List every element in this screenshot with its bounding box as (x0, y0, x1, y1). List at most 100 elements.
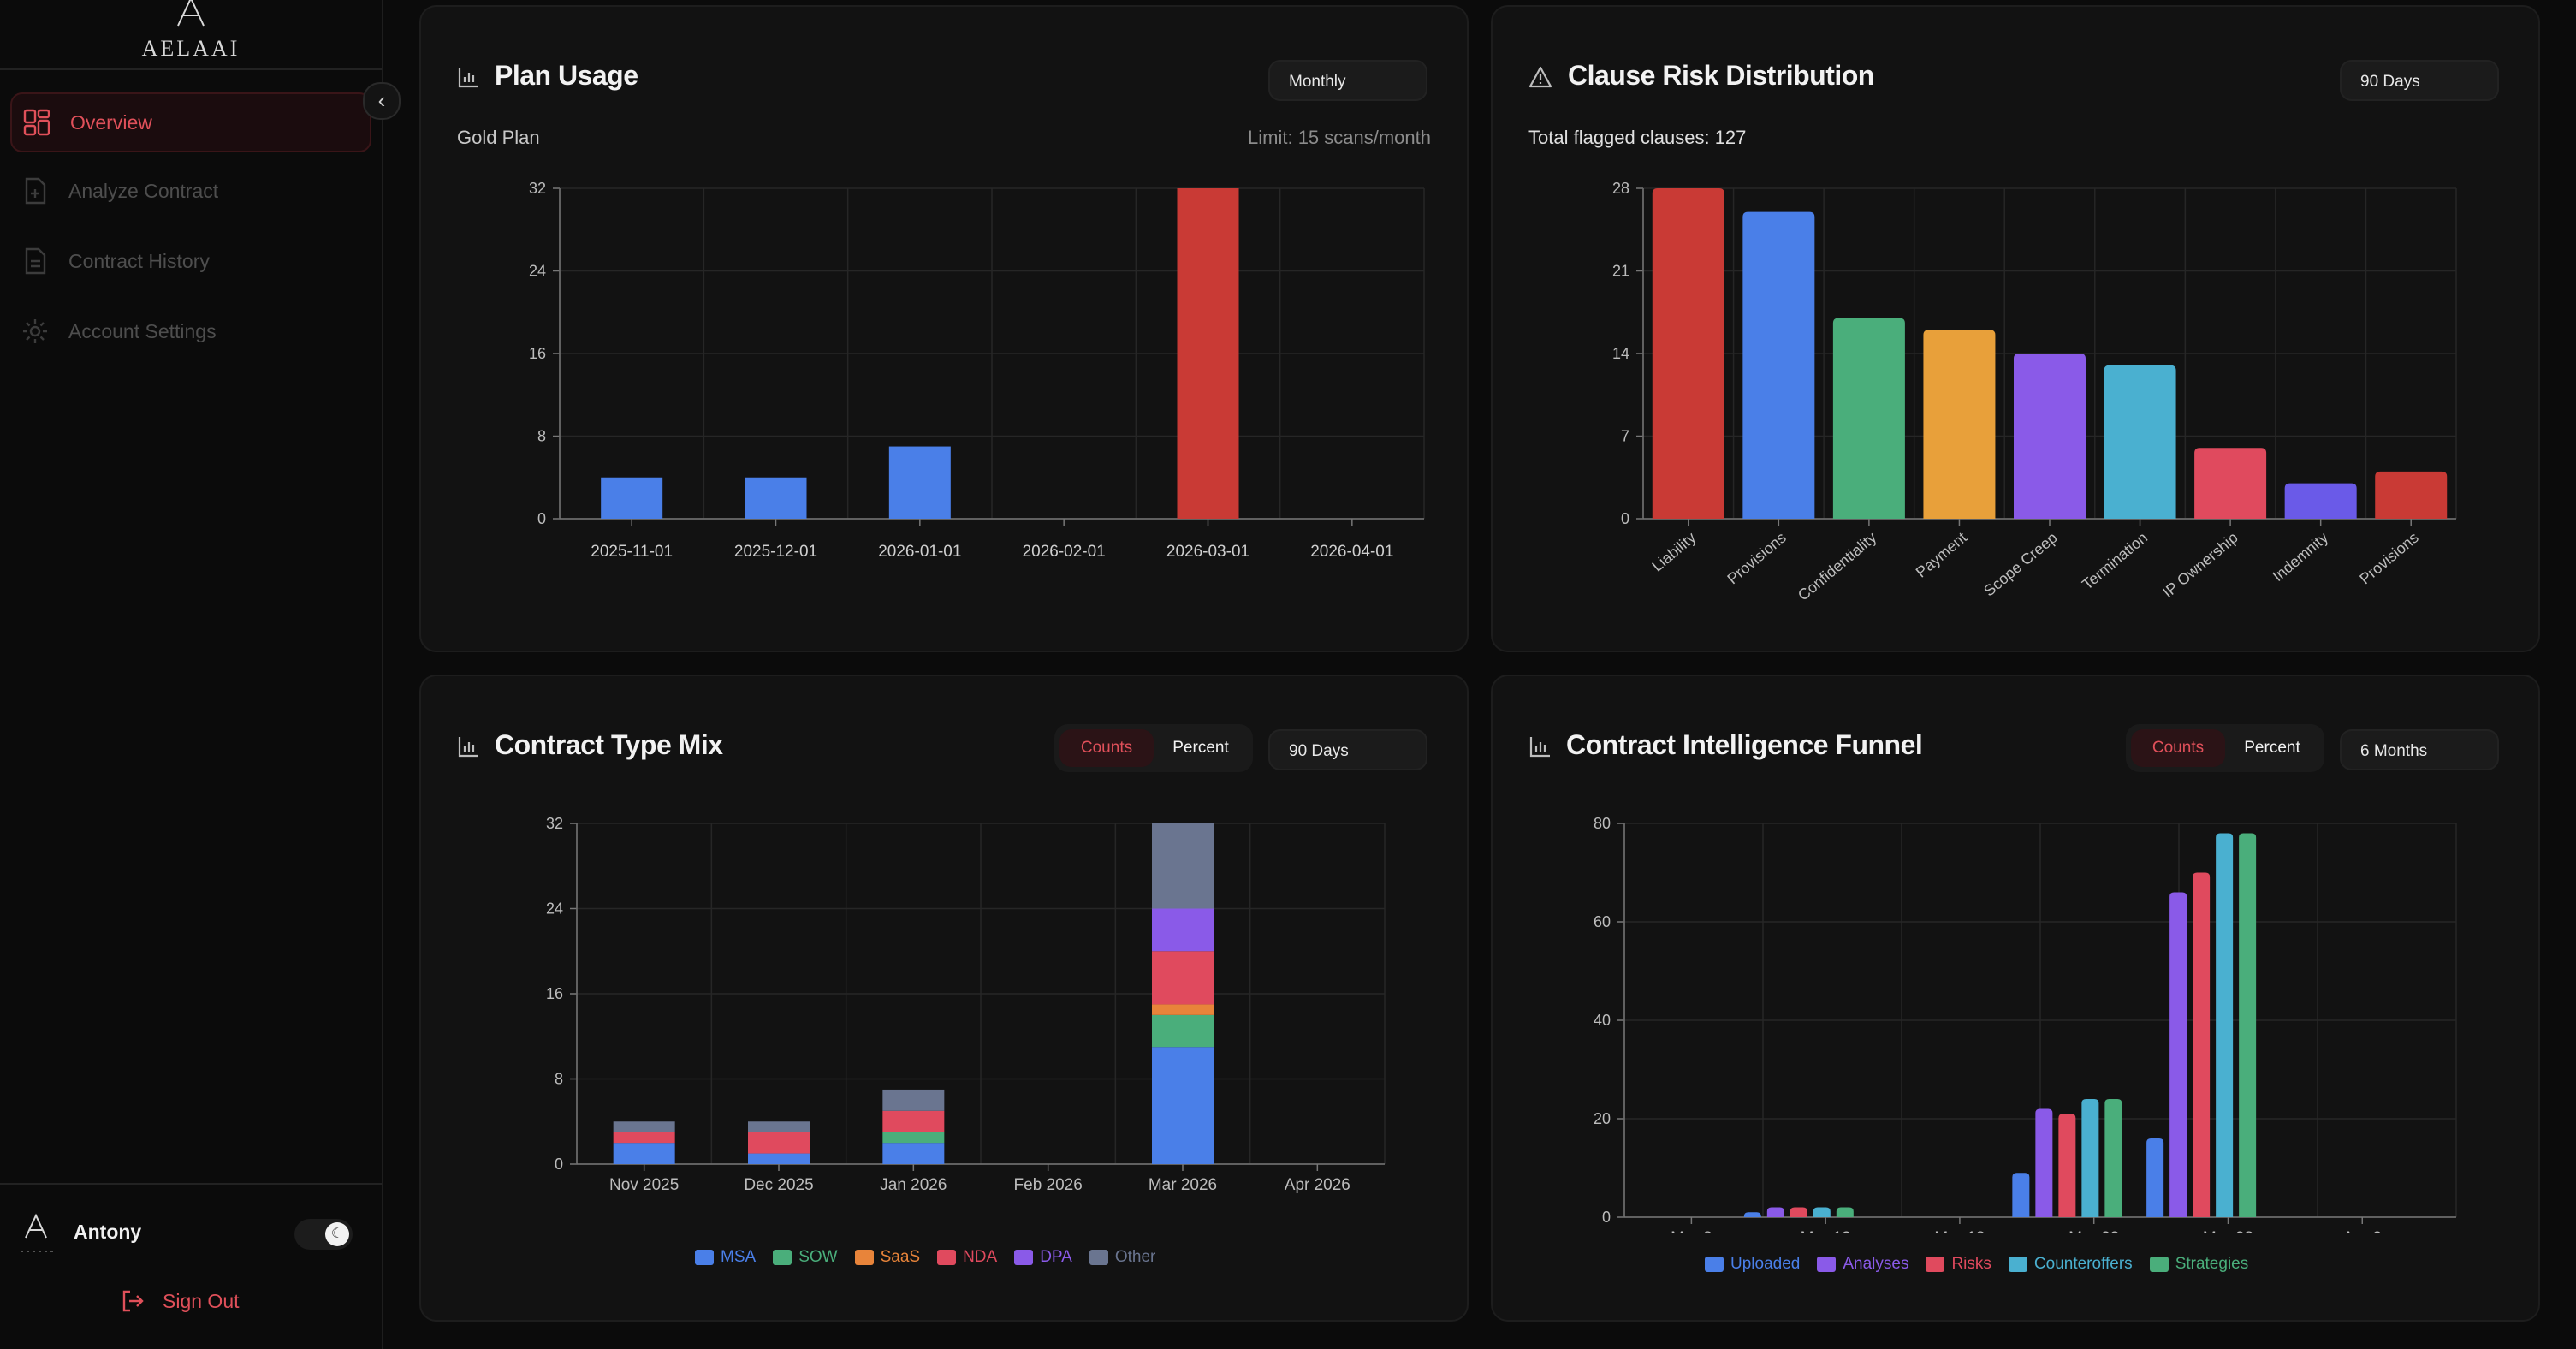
bar-segment (1152, 908, 1214, 952)
y-tick-label: 28 (1612, 180, 1629, 197)
clause-risk-card: Clause Risk Distribution 90 Days Total f… (1491, 5, 2540, 652)
sidebar-item-label: Overview (70, 110, 152, 134)
legend-label: MSA (721, 1248, 757, 1266)
y-tick-label: 21 (1612, 263, 1629, 280)
legend-item[interactable]: SaaS (854, 1248, 921, 1267)
dashboard-icon (23, 109, 50, 136)
bar (2193, 872, 2211, 1217)
legend-swatch (937, 1250, 957, 1265)
legend-item[interactable]: SOW (773, 1248, 838, 1267)
y-tick-label: 0 (555, 1156, 563, 1173)
x-tick-label: 2026-01-01 (878, 543, 961, 561)
warning-icon (1528, 66, 1552, 88)
card-title: Contract Intelligence Funnel (1566, 729, 1923, 760)
bar (601, 477, 663, 519)
sidebar-item-label: Contract History (68, 249, 210, 272)
logo-mark-icon (177, 0, 205, 27)
y-tick-label: 20 (1594, 1110, 1611, 1127)
legend-swatch (2149, 1257, 2169, 1272)
legend-swatch (1705, 1257, 1724, 1272)
period-dropdown[interactable]: 90 Days (2340, 60, 2499, 101)
percent-button[interactable]: Percent (1172, 739, 1229, 757)
period-dropdown[interactable]: 90 Days (1268, 729, 1427, 770)
x-tick-label: 2026-03-01 (1166, 543, 1249, 561)
theme-toggle[interactable]: ☾ (294, 1219, 353, 1250)
counts-button[interactable]: Counts (2131, 729, 2225, 767)
sign-out-icon (122, 1290, 144, 1312)
legend-item[interactable]: NDA (937, 1248, 997, 1267)
legend-item[interactable]: DPA (1014, 1248, 1072, 1267)
bar (1923, 330, 1996, 519)
legend-label: SaaS (880, 1248, 921, 1266)
period-dropdown[interactable]: 6 Months (2340, 729, 2499, 770)
bar (2284, 483, 2357, 519)
bar (2194, 448, 2267, 519)
period-dropdown[interactable]: Monthly (1268, 60, 1427, 101)
sidebar: AELAAI Overview Analyze Contract Contrac… (0, 0, 383, 1349)
bar-segment (882, 1143, 945, 1164)
sign-out-label: Sign Out (163, 1289, 240, 1312)
period-value: 90 Days (2360, 73, 2420, 91)
sidebar-item-label: Account Settings (68, 319, 217, 342)
sidebar-item-account-settings[interactable]: Account Settings (10, 303, 368, 360)
intelligence-funnel-card: Contract Intelligence Funnel Counts Perc… (1491, 674, 2540, 1322)
bar (1832, 318, 1905, 519)
bar-chart-icon (458, 68, 478, 88)
x-tick-label: Feb 2026 (1014, 1176, 1083, 1194)
x-tick-label: Payment (1913, 529, 1970, 581)
bar (2058, 1114, 2076, 1217)
legend-item[interactable]: Analyses (1817, 1255, 1908, 1274)
legend-item[interactable]: Uploaded (1705, 1255, 1800, 1274)
bar (2104, 365, 2176, 519)
legend-item[interactable]: Counteroffers (2008, 1255, 2133, 1274)
bar (1836, 1207, 1854, 1217)
legend-swatch (1014, 1250, 1034, 1265)
logo[interactable]: AELAAI (0, 0, 382, 70)
divider (0, 1183, 382, 1185)
legend-swatch (695, 1250, 714, 1265)
y-tick-label: 32 (529, 180, 546, 197)
sign-out-button[interactable]: Sign Out (120, 1286, 240, 1316)
x-tick-label: Liability (1649, 529, 1700, 575)
bar (2375, 471, 2448, 519)
legend-label: Analyses (1843, 1255, 1909, 1273)
percent-button[interactable]: Percent (2244, 739, 2300, 757)
x-tick-label: Mar 2026 (1149, 1176, 1217, 1194)
legend-item[interactable]: Strategies (2149, 1255, 2248, 1274)
bar (1742, 211, 1815, 520)
y-tick-label: 32 (546, 815, 563, 832)
x-tick-label: Mar 8 (1671, 1229, 1712, 1233)
card-title: Contract Type Mix (495, 729, 723, 760)
x-tick-label: Provisions (2356, 529, 2421, 588)
bar (745, 477, 807, 519)
bar-segment (1152, 1014, 1214, 1048)
sidebar-item-contract-history[interactable]: Contract History (10, 233, 368, 289)
bar (2216, 833, 2234, 1217)
moon-icon: ☾ (325, 1222, 349, 1246)
legend-item[interactable]: Other (1089, 1248, 1155, 1267)
bar-segment (1152, 951, 1214, 1005)
avatar[interactable] (17, 1212, 56, 1255)
logo-text: AELAAI (141, 36, 240, 61)
legend-label: DPA (1040, 1248, 1072, 1266)
card-title: Clause Risk Distribution (1568, 60, 1874, 91)
y-tick-label: 14 (1612, 345, 1629, 362)
collapse-sidebar-button[interactable]: ‹ (363, 82, 401, 120)
bar (1177, 188, 1239, 519)
bar (1743, 1212, 1761, 1217)
legend-item[interactable]: MSA (695, 1248, 756, 1267)
bar (1652, 188, 1724, 519)
chart-legend: Uploaded Analyses Risks Counteroffers Strate… (1705, 1255, 2265, 1274)
sidebar-item-overview[interactable]: Overview (10, 92, 371, 152)
legend-label: SOW (798, 1248, 838, 1266)
y-tick-label: 0 (1602, 1209, 1611, 1226)
x-tick-label: Indemnity (2270, 529, 2332, 585)
legend-swatch (773, 1250, 792, 1265)
x-tick-label: Mar 13 (1801, 1229, 1851, 1233)
sidebar-item-analyze-contract[interactable]: Analyze Contract (10, 163, 368, 219)
legend-item[interactable]: Risks (1926, 1255, 1991, 1274)
counts-button[interactable]: Counts (1059, 729, 1154, 767)
y-tick-label: 0 (1621, 510, 1629, 527)
y-tick-label: 8 (555, 1071, 563, 1088)
